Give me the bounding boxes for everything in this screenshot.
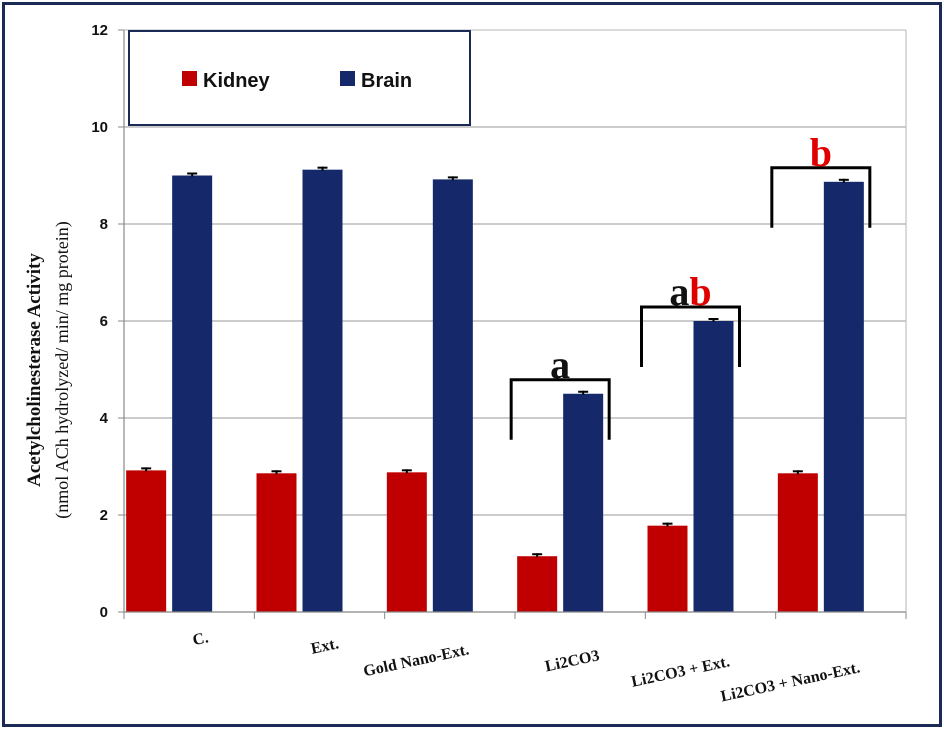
significance-letter-part: a — [550, 342, 570, 387]
bar-kidney — [647, 525, 688, 612]
legend-box — [128, 30, 471, 126]
bar-brain — [172, 175, 213, 612]
y-tick-labels: 0 2 4 6 8 10 12 — [91, 22, 124, 621]
y-tick-label: 12 — [91, 22, 108, 39]
legend-label-kidney: Kidney — [203, 70, 271, 92]
significance-letter-part: b — [810, 130, 832, 175]
bar-brain — [432, 179, 473, 612]
y-tick-label: 0 — [100, 604, 108, 621]
x-tick-label: Ext. — [309, 635, 340, 657]
y-tick-label: 8 — [100, 216, 108, 233]
x-tick-label: Li2CO3 — [544, 647, 601, 675]
significance-letter-part: a — [669, 269, 689, 314]
bars — [126, 169, 864, 612]
error-bars — [141, 166, 849, 558]
bar-kidney — [517, 556, 558, 612]
bracket — [640, 305, 741, 367]
bar-kidney — [126, 470, 167, 612]
legend-swatch-kidney — [182, 71, 197, 86]
bracket — [509, 378, 611, 440]
bracket — [770, 166, 872, 228]
significance-letter: a — [550, 342, 570, 387]
y-tick-label: 2 — [100, 507, 108, 524]
bar-kidney — [386, 472, 427, 612]
y-axis-title-line2: (nmol ACh hydrolyzed/ min/ mg protein) — [52, 221, 73, 518]
y-axis-title: Acetylcholinesterase Activity (nmol ACh … — [24, 221, 73, 518]
bar-brain — [563, 393, 604, 612]
x-tick-label: Gold Nano-Ext. — [362, 641, 471, 680]
bar-brain — [693, 321, 734, 612]
y-tick-label: 6 — [100, 313, 108, 330]
y-tick-label: 4 — [100, 410, 109, 427]
bar-kidney — [256, 473, 297, 612]
x-tick-label: Li2CO3 + Nano-Ext. — [719, 659, 861, 705]
significance-letter: ab — [669, 269, 711, 314]
significance-letter: b — [810, 130, 832, 175]
y-axis-title-line1: Acetylcholinesterase Activity — [24, 253, 45, 487]
x-tick-label: Li2CO3 + Ext. — [630, 653, 732, 690]
legend-swatch-brain — [340, 71, 355, 86]
bar-brain — [823, 181, 864, 612]
x-tick-labels: C. Ext. Gold Nano-Ext. Li2CO3 Li2CO3 + Ext.L… — [191, 629, 861, 705]
bar-kidney — [777, 473, 818, 612]
y-tick-label: 10 — [91, 119, 108, 136]
legend: Kidney Brain — [128, 30, 471, 126]
significance-letter-part: b — [689, 269, 711, 314]
bar-brain — [302, 169, 343, 612]
legend-label-brain: Brain — [361, 70, 412, 92]
x-tick-label: C. — [191, 629, 210, 649]
